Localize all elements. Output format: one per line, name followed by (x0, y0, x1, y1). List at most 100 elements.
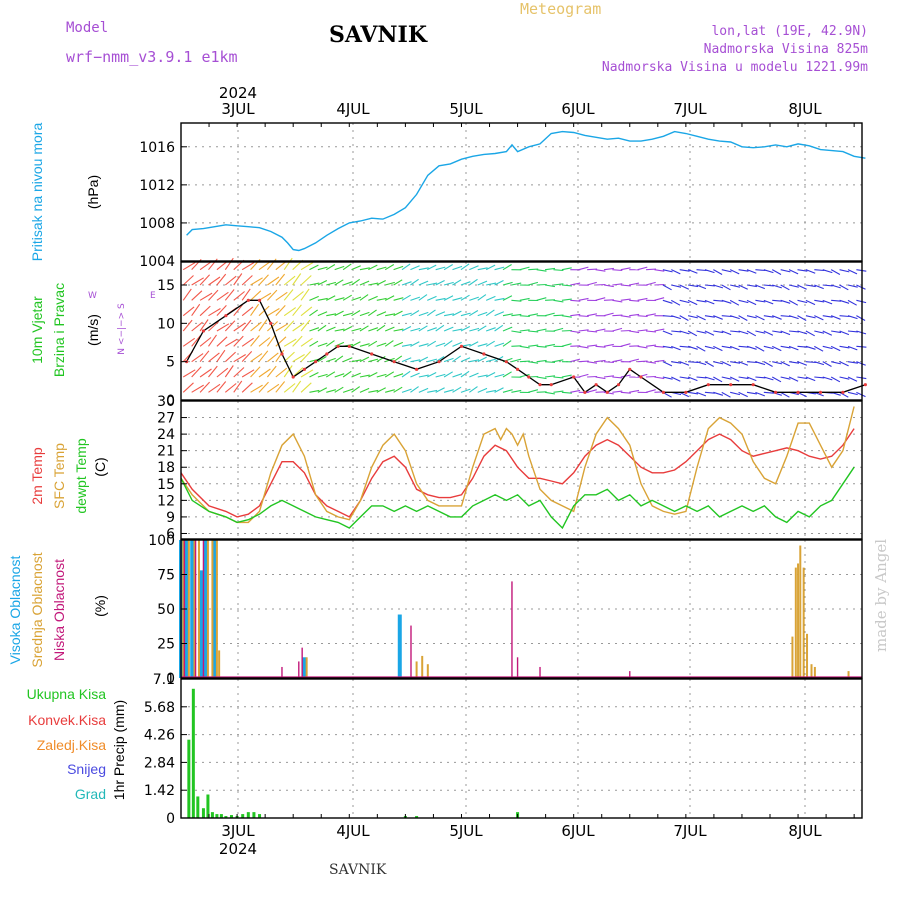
wind-barb (477, 267, 488, 271)
wind-barb (351, 386, 361, 393)
wind-barb (805, 330, 815, 337)
wind-barb (830, 345, 841, 352)
wind-barb (822, 284, 833, 287)
wind-barb (536, 359, 547, 363)
wind-barb (637, 345, 648, 349)
wind-barb (199, 319, 209, 332)
wind-barb (528, 268, 539, 271)
wind-barb (418, 311, 429, 317)
wind-barb (561, 329, 572, 332)
wind-barb (620, 329, 631, 332)
wind-barb (359, 356, 370, 363)
wind-barb (847, 269, 858, 275)
wind-barb (595, 297, 606, 301)
wind-barb (763, 284, 774, 287)
wind-barb (443, 326, 454, 332)
wind-barb (401, 263, 411, 271)
wind-barb (561, 391, 572, 394)
wind-barb (486, 358, 496, 363)
wind-barb (359, 294, 369, 301)
cloud-bar (397, 614, 402, 678)
wind-barb (587, 313, 598, 317)
wind-speed-point (415, 367, 419, 371)
wind-barb (309, 282, 320, 286)
wind-speed-point (706, 383, 710, 387)
footer-station: SAVNIK (329, 862, 387, 878)
wind-barb (283, 307, 297, 317)
wind-barb (797, 299, 808, 304)
wind-barb (368, 282, 379, 286)
wind-barb (772, 315, 782, 320)
wind-speed-point (437, 360, 441, 364)
cloud-bar (211, 540, 214, 678)
precip-legend-item: Zaledj.Kisa (37, 737, 106, 753)
precip-legend-item: Konvek.Kisa (28, 712, 106, 728)
wind-barb (738, 391, 748, 398)
wind-barb (814, 315, 824, 321)
wind-barb (486, 282, 497, 286)
wind-barb (292, 367, 304, 378)
wind-barb (359, 374, 370, 378)
wind-barb (679, 269, 690, 272)
wind-barb (519, 345, 530, 349)
wind-barb (671, 269, 681, 275)
wind-barb (435, 311, 446, 317)
wind-barb (266, 334, 276, 347)
wind-barb (595, 269, 606, 272)
wind-barb (359, 325, 369, 332)
wind-barb (595, 283, 606, 286)
wind-barb (317, 342, 328, 347)
wind-barb (410, 359, 421, 363)
wind-barb (528, 330, 539, 333)
wind-barb (645, 281, 656, 286)
y-tick-label: 27 (157, 411, 175, 427)
wind-barb (704, 284, 715, 287)
wind-barb (418, 374, 429, 378)
meteogram-label: Meteogram (520, 0, 602, 18)
wind-barb (250, 335, 260, 347)
wind-barb (208, 321, 220, 332)
panel-frame-clouds (180, 539, 863, 679)
wind-barb (342, 388, 353, 393)
wind-barb (696, 330, 707, 334)
wind-barb (603, 267, 614, 271)
wind-barb (283, 365, 293, 378)
wind-barb (847, 391, 858, 396)
wind-barb (797, 345, 808, 348)
wind-barb (822, 376, 833, 381)
wind-barb (856, 284, 866, 290)
wind-barb (351, 296, 362, 301)
wind-barb (511, 345, 522, 347)
wind-barb (755, 330, 766, 334)
ylabel-cloud-mid: Srednja Oblacnost (29, 552, 45, 667)
precip-legend-item: Ukupna Kisa (27, 686, 107, 702)
wind-barb (485, 340, 495, 347)
wind-barb (738, 299, 749, 304)
wind-barb (687, 299, 698, 306)
wind-barb (418, 343, 429, 347)
wind-barb (788, 376, 799, 382)
wind-barb (191, 277, 204, 286)
wind-barb (814, 361, 825, 366)
wind-barb (696, 376, 707, 379)
wind-barb (368, 358, 379, 363)
wind-barb (300, 288, 310, 301)
wind-barb (469, 310, 479, 317)
wind-barb (729, 376, 740, 382)
wind-barb (637, 329, 648, 332)
wind-barb (334, 279, 344, 286)
cloud-bar (302, 657, 307, 678)
wind-barb (755, 299, 766, 303)
date-label-bottom: 8JUL (788, 822, 822, 840)
cloud-bar (190, 540, 195, 678)
cloud-bar (298, 661, 300, 678)
wind-barb (847, 330, 858, 333)
wind-barb (250, 384, 263, 393)
wind-barb (519, 360, 530, 363)
wind-barb (595, 345, 606, 348)
wind-barb (805, 376, 816, 382)
wind-barb (797, 361, 807, 366)
wind-barb (477, 325, 487, 332)
wind-barb (788, 345, 799, 351)
wind-barb (334, 373, 345, 378)
